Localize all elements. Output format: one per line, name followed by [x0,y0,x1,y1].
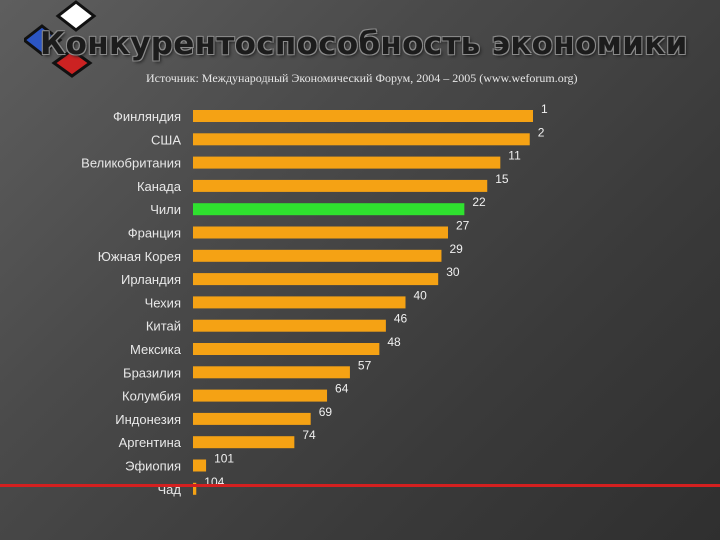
value-label: 48 [387,335,401,349]
bar [193,110,533,122]
category-label: Китай [146,319,181,334]
bar [193,319,386,332]
bar [193,389,328,402]
page-title: Конкурентоспособность экономики [40,26,688,62]
category-label: США [151,132,181,147]
value-label: 30 [446,265,460,279]
bar [193,156,501,169]
value-label: 22 [472,195,486,209]
bar-chart: Финляндия 1 США 2 Великобритания 11 Канада 15 Чи… [81,102,548,497]
bar [193,459,207,472]
bar [193,203,465,216]
bar [193,436,295,449]
value-label: 15 [495,172,509,186]
value-label: 101 [214,452,234,466]
bar [193,296,406,309]
bar [193,179,488,192]
category-label: Финляндия [113,109,181,124]
value-label: 74 [302,428,316,442]
accent-line [0,484,720,487]
category-label: Чили [150,202,181,217]
value-label: 46 [394,312,408,326]
bar [193,366,350,379]
bar [193,133,530,146]
category-label: Мексика [130,342,182,357]
value-label: 40 [414,288,428,302]
logo [24,0,97,78]
value-label: 57 [358,358,372,372]
category-label: Канада [137,179,182,194]
logo-red-diamond [51,48,93,78]
category-label: Ирландия [121,272,181,287]
bar [193,482,197,495]
category-label: Чехия [145,295,181,310]
logo-blue-diamond [24,24,63,56]
category-label: Колумбия [122,389,181,404]
value-label: 27 [456,219,470,233]
bar [193,412,311,425]
value-label: 69 [319,405,333,419]
category-label: Индонезия [115,412,181,427]
category-label: Эфиопия [125,459,181,474]
bar [193,273,439,286]
category-label: Бразилия [123,365,181,380]
bar [193,343,380,355]
category-label: Аргентина [119,435,182,450]
bar [193,226,448,239]
logo-white-diamond [55,0,97,32]
value-label: 2 [538,125,545,139]
value-label: 64 [335,382,349,396]
bar [193,249,442,262]
value-label: 29 [449,242,463,256]
category-label: Южная Корея [98,249,181,264]
value-label: 11 [508,149,521,163]
category-label: Франция [128,226,181,241]
source-subtitle: Источник: Международный Экономический Фо… [146,71,578,85]
value-label: 1 [541,102,548,116]
category-label: Великобритания [81,156,181,171]
